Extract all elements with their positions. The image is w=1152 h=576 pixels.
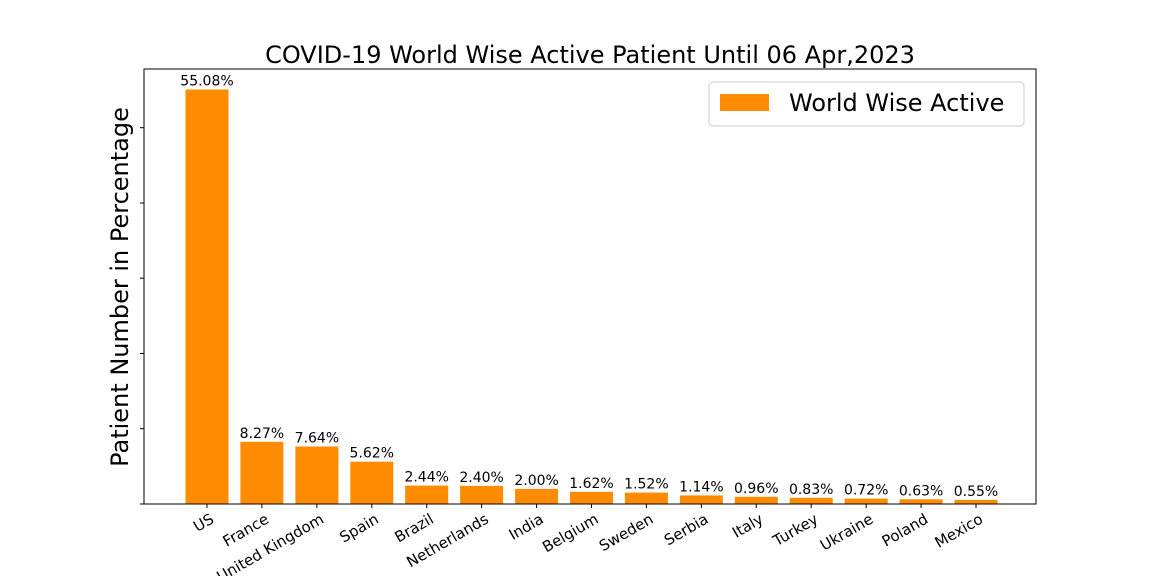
- x-tick-label: Serbia: [661, 510, 711, 549]
- y-ticks-layer: [140, 127, 144, 505]
- bar-serbia: [679, 495, 723, 504]
- legend-label: World Wise Active: [789, 89, 1004, 117]
- data-label: 2.40%: [459, 470, 503, 486]
- bar-france: [240, 441, 284, 504]
- data-label: 1.14%: [679, 479, 723, 495]
- legend: World Wise Active: [708, 81, 1025, 127]
- bar-turkey: [789, 497, 833, 504]
- bar-spain: [350, 461, 394, 504]
- data-label: 55.08%: [180, 74, 233, 90]
- data-label: 5.62%: [350, 446, 394, 462]
- bar-ukraine: [844, 498, 888, 504]
- x-tick-label: US: [190, 510, 217, 536]
- data-label: 0.83%: [789, 482, 833, 498]
- data-label: 1.62%: [569, 476, 613, 492]
- data-label: 8.27%: [240, 426, 284, 442]
- data-labels-layer: 55.08% 8.27% 7.64% 5.62% 2.44% 2.40% 2.00% 1.62…: [180, 74, 998, 500]
- data-label: 0.63%: [899, 483, 943, 499]
- x-tick-label: Italy: [729, 510, 766, 542]
- data-label: 0.96%: [734, 481, 778, 497]
- bar-italy: [734, 496, 778, 504]
- x-tick-label: Mexico: [932, 510, 986, 552]
- y-axis-label: Patient Number in Percentage: [106, 107, 134, 467]
- x-tick-label: India: [506, 510, 547, 544]
- x-tick-label: Ukraine: [817, 510, 876, 555]
- x-tick-label: Poland: [879, 510, 931, 551]
- data-label: 0.55%: [954, 484, 998, 500]
- x-tick-label: Spain: [336, 510, 381, 547]
- plot-frame: [143, 68, 1037, 505]
- legend-swatch: [720, 94, 769, 111]
- bar-netherlands: [460, 485, 504, 504]
- chart-title: COVID-19 World Wise Active Patient Until…: [265, 41, 915, 69]
- data-label: 2.00%: [514, 473, 558, 489]
- x-tick-label: Sweden: [596, 510, 656, 555]
- x-tick-label: Belgium: [539, 510, 601, 556]
- bar-belgium: [570, 491, 613, 504]
- bar-us: [185, 89, 229, 504]
- bar-united-kingdom: [295, 446, 339, 504]
- data-label: 2.44%: [404, 470, 448, 486]
- bar-india: [515, 488, 559, 504]
- bar-brazil: [405, 485, 449, 504]
- bars-layer: [185, 89, 998, 504]
- bar-poland: [899, 499, 943, 504]
- bar-sweden: [624, 492, 668, 504]
- x-tick-label: Turkey: [769, 510, 821, 551]
- data-label: 7.64%: [295, 431, 339, 447]
- bar-mexico: [954, 499, 998, 504]
- data-label: 1.52%: [624, 477, 668, 493]
- legend-box: [708, 81, 1025, 127]
- data-label: 0.72%: [844, 483, 888, 499]
